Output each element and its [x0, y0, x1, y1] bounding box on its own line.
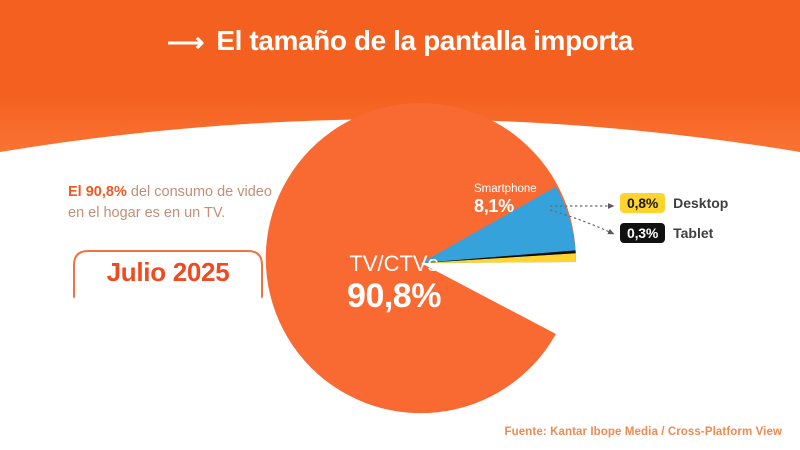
- pie-slice-smartphone: [421, 186, 576, 263]
- date-badge-frame: [73, 250, 263, 299]
- header-banner: [0, 0, 800, 160]
- lede-rest: del consumo de video en el hogar es en u…: [68, 184, 272, 221]
- callout-legend: 0,8% Desktop 0,3% Tablet: [620, 192, 800, 252]
- callout-item-tablet: 0,3% Tablet: [620, 222, 800, 244]
- banner-shape: [0, 0, 800, 152]
- callout-badge-desktop: 0,8%: [620, 193, 666, 213]
- pie-slice-desktop: [421, 253, 576, 263]
- pie-slice-tablet: [421, 250, 576, 263]
- left-summary-panel: El 90,8% del consumo de video en el hoga…: [68, 182, 278, 299]
- pie-chart-svg: [265, 103, 576, 414]
- source-note: Fuente: Kantar Ibope Media / Cross-Platf…: [504, 426, 782, 438]
- lede-paragraph: El 90,8% del consumo de video en el hoga…: [68, 182, 278, 223]
- callout-badge-tablet: 0,3%: [620, 223, 666, 243]
- date-badge: Julio 2025: [68, 245, 268, 299]
- pie-slice-tv: [265, 103, 576, 414]
- callout-label-tablet: Tablet: [673, 225, 714, 241]
- lede-highlight: El 90,8%: [68, 184, 127, 200]
- callout-item-desktop: 0,8% Desktop: [620, 192, 800, 214]
- date-badge-label: Julio 2025: [106, 256, 230, 287]
- pie-chart: TV/CTVs 90,8% Smartphone 8,1%: [262, 103, 580, 422]
- callout-label-desktop: Desktop: [673, 195, 729, 211]
